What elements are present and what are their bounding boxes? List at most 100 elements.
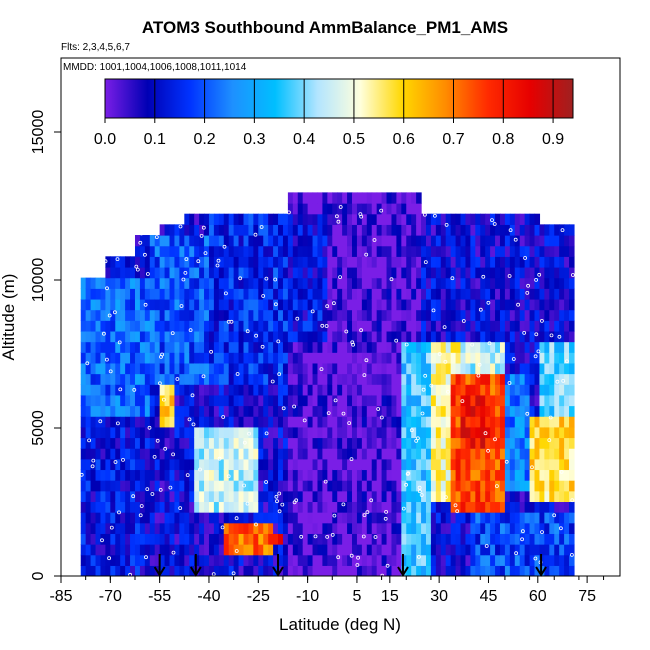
- heatmap-cell: [450, 330, 457, 343]
- heatmap-cell: [480, 384, 486, 396]
- heatmap-cell: [268, 256, 274, 268]
- heatmap-cell: [312, 533, 319, 545]
- heatmap-cell: [194, 309, 200, 321]
- sample-point: [334, 214, 339, 219]
- heatmap-cell: [258, 426, 264, 439]
- heatmap-cell: [435, 554, 442, 566]
- heatmap-cell: [144, 320, 151, 332]
- heatmap-cell: [223, 458, 230, 471]
- heatmap-cell: [450, 245, 457, 257]
- heatmap-cell: [278, 224, 284, 236]
- heatmap-cell: [174, 266, 180, 279]
- heatmap-cell: [554, 277, 560, 289]
- sample-point: [423, 260, 428, 265]
- heatmap-cell: [263, 544, 269, 556]
- heatmap-cell: [465, 565, 471, 576]
- heatmap-cell: [356, 266, 363, 279]
- heatmap-cell: [396, 245, 402, 257]
- heatmap-cell: [356, 235, 363, 247]
- heatmap-cell: [549, 405, 555, 417]
- heatmap-cell: [184, 309, 190, 321]
- heatmap-cell: [475, 416, 481, 428]
- heatmap-cell: [376, 544, 383, 556]
- heatmap-cell: [509, 245, 516, 257]
- heatmap-cell: [95, 437, 102, 449]
- heatmap-cell: [263, 394, 269, 407]
- heatmap-cell: [184, 469, 190, 481]
- heatmap-cell: [421, 373, 427, 385]
- heatmap-cell: [509, 522, 516, 534]
- heatmap-cell: [554, 235, 560, 247]
- heatmap-cell: [504, 298, 511, 311]
- heatmap-cell: [317, 394, 324, 407]
- heatmap-cell: [544, 394, 550, 407]
- heatmap-cell: [391, 320, 397, 332]
- heatmap-cell: [504, 277, 511, 289]
- heatmap-cell: [218, 384, 225, 396]
- heatmap-cell: [189, 330, 195, 343]
- heatmap-cell: [144, 458, 151, 471]
- heatmap-cell: [125, 341, 131, 353]
- heatmap-cell: [223, 288, 230, 300]
- heatmap-cell: [376, 490, 383, 503]
- heatmap-cell: [273, 512, 279, 524]
- heatmap-cell: [406, 416, 412, 428]
- heatmap-cell: [361, 256, 368, 268]
- heatmap-cell: [356, 490, 363, 503]
- heatmap-cell: [421, 458, 427, 471]
- heatmap-cell: [490, 405, 496, 417]
- heatmap-cell: [199, 512, 205, 524]
- sample-point: [91, 458, 96, 463]
- heatmap-cell: [110, 277, 116, 289]
- heatmap-cell: [238, 256, 245, 268]
- heatmap-cell: [347, 352, 353, 364]
- heatmap-cell: [307, 405, 314, 417]
- heatmap-cell: [278, 554, 284, 566]
- heatmap-cell: [376, 458, 383, 471]
- x-tick-label: 15: [381, 588, 399, 605]
- heatmap-cell: [396, 416, 402, 428]
- heatmap-cell: [243, 394, 250, 407]
- heatmap-cell: [539, 469, 545, 481]
- heatmap-cell: [90, 330, 97, 343]
- heatmap-cell: [495, 565, 501, 576]
- heatmap-cell: [85, 437, 92, 449]
- heatmap-cell: [278, 512, 284, 524]
- heatmap-cell: [391, 277, 397, 289]
- heatmap-cell: [499, 480, 506, 492]
- heatmap-cell: [499, 501, 506, 513]
- heatmap-cell: [134, 266, 141, 279]
- heatmap-cell: [169, 522, 176, 534]
- heatmap-cell: [174, 224, 180, 236]
- heatmap-cell: [396, 554, 402, 566]
- heatmap-cell: [100, 565, 106, 576]
- heatmap-cell: [164, 341, 171, 353]
- heatmap-cell: [514, 309, 521, 321]
- sample-point: [547, 438, 552, 443]
- heatmap-cell: [564, 544, 570, 556]
- heatmap-cell: [386, 320, 393, 332]
- heatmap-cell: [268, 544, 274, 556]
- heatmap-cell: [307, 277, 314, 289]
- heatmap-cell: [154, 448, 161, 460]
- heatmap-cell: [544, 469, 550, 481]
- heatmap-cell: [381, 352, 388, 364]
- heatmap-cell: [485, 448, 491, 460]
- heatmap-cell: [356, 469, 363, 481]
- heatmap-cell: [460, 213, 467, 225]
- heatmap-cell: [287, 288, 294, 300]
- heatmap-cell: [386, 256, 393, 268]
- heatmap-cell: [208, 320, 215, 332]
- heatmap-cell: [263, 341, 269, 353]
- heatmap-cell: [105, 544, 111, 556]
- sample-point: [302, 418, 307, 423]
- heatmap-cell: [95, 330, 102, 343]
- heatmap-cell: [490, 256, 496, 268]
- heatmap-cell: [268, 341, 274, 353]
- heatmap-cell: [233, 245, 240, 257]
- heatmap-cell: [396, 469, 402, 481]
- heatmap-cell: [534, 352, 541, 364]
- heatmap-cell: [381, 544, 388, 556]
- heatmap-cell: [337, 288, 343, 300]
- heatmap-cell: [248, 224, 254, 236]
